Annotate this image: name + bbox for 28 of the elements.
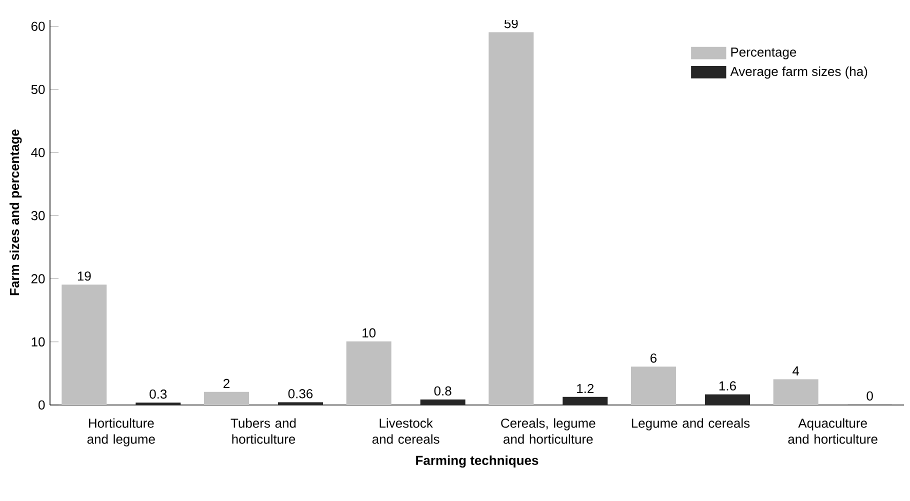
data-label: 6 xyxy=(650,354,657,363)
x-axis-title: Farming techniques xyxy=(416,455,538,468)
y-tick-label: 30 xyxy=(31,211,45,220)
y-tick-label: 20 xyxy=(31,274,45,284)
data-label: 0 xyxy=(866,391,873,401)
x-tick-label: Livestock and cereals xyxy=(372,418,440,444)
x-tick-label: Tubers and horticulture xyxy=(230,418,296,444)
data-label: 1.6 xyxy=(719,381,736,390)
legend-label: Percentage xyxy=(731,48,796,60)
data-label: 0.8 xyxy=(434,386,452,396)
data-label: 4 xyxy=(792,366,800,376)
y-tick-label: 60 xyxy=(31,22,45,31)
y-axis-title: Farm sizes and percentage xyxy=(10,130,22,296)
y-tick-label: 0 xyxy=(38,400,45,410)
y-tick-label: 10 xyxy=(32,337,45,346)
y-tick-label: 50 xyxy=(31,84,45,94)
data-label: 0.3 xyxy=(150,390,167,399)
x-tick-label: Aquaculture and horticulture xyxy=(788,418,878,444)
data-label: 1.2 xyxy=(577,384,594,394)
data-label: 0.36 xyxy=(288,389,313,398)
data-label: 10 xyxy=(362,328,376,338)
x-tick-label: Legume and cereals xyxy=(632,418,750,430)
legend-label: Average farm sizes (ha) xyxy=(730,66,868,79)
data-label: 19 xyxy=(78,271,91,281)
x-tick-label: Horticulture and legume xyxy=(87,418,155,446)
x-tick-label: Cereals, legume and horticulture xyxy=(501,418,596,444)
data-label: 2 xyxy=(224,378,230,388)
y-tick-label: 40 xyxy=(31,148,45,158)
